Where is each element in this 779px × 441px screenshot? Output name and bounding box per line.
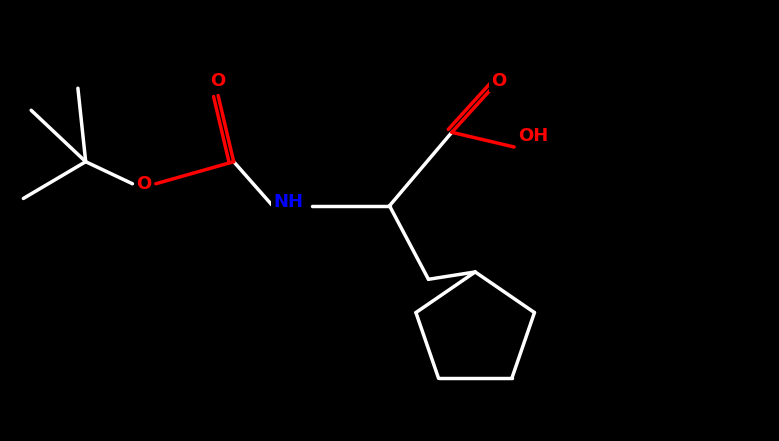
Text: O: O bbox=[491, 72, 506, 90]
Text: O: O bbox=[210, 72, 226, 90]
Text: NH: NH bbox=[273, 193, 303, 211]
Text: OH: OH bbox=[519, 127, 548, 145]
Text: O: O bbox=[136, 175, 152, 193]
